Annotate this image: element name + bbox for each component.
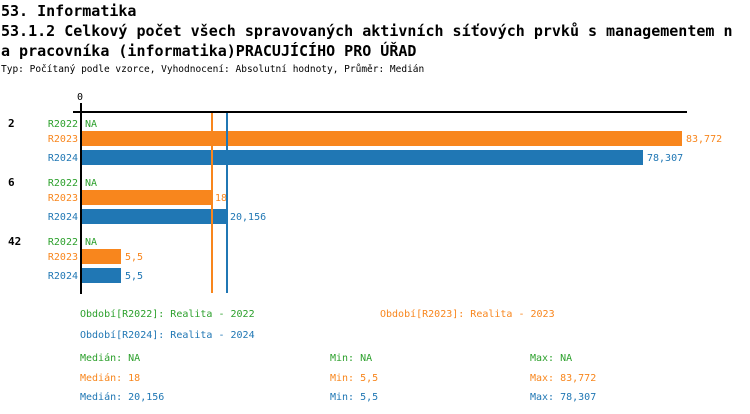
series-label: R2024 (47, 271, 78, 282)
bar (82, 131, 682, 146)
stat-median-r2024: Medián: 20,156 (80, 392, 165, 403)
bar-value-label: NA (85, 119, 98, 130)
group-label: 6 (8, 176, 15, 189)
legend-item-r2023: Období[R2023]: Realita - 2023 (380, 309, 555, 320)
reference-line-r2023-median (211, 113, 213, 293)
stat-min-r2023: Min: 5,5 (330, 373, 379, 384)
bar (82, 209, 226, 224)
bar-value-label: 78,307 (647, 153, 684, 164)
bar-value-label: NA (85, 237, 98, 248)
x-axis-zero-tick-label: 0 (76, 92, 84, 103)
series-label: R2022 (47, 119, 78, 130)
series-label: R2024 (47, 212, 78, 223)
x-axis-line (73, 111, 687, 113)
section-title: 53. Informatika (1, 2, 137, 20)
bar (82, 150, 643, 165)
stat-min-r2022: Min: NA (330, 353, 373, 364)
series-label: R2023 (47, 193, 78, 204)
indicator-title-line-2: a pracovníka (informatika)PRACUJÍCÍHO PR… (1, 42, 417, 60)
bar (82, 190, 211, 205)
series-label: R2022 (47, 178, 78, 189)
series-label: R2023 (47, 252, 78, 263)
group-label: 2 (8, 117, 15, 130)
chart-subtitle: Typ: Počítaný podle vzorce, Vyhodnocení:… (1, 64, 425, 75)
bar-value-label: 83,772 (686, 134, 723, 145)
stat-max-r2024: Max: 78,307 (530, 392, 597, 403)
stat-max-r2022: Max: NA (530, 353, 573, 364)
stat-min-r2024: Min: 5,5 (330, 392, 379, 403)
bar (82, 268, 121, 283)
legend-item-r2024: Období[R2024]: Realita - 2024 (80, 330, 255, 341)
bar-value-label: 5,5 (125, 271, 144, 282)
series-label: R2024 (47, 153, 78, 164)
group-label: 42 (8, 235, 22, 248)
bar-value-label: NA (85, 178, 98, 189)
bar-value-label: 5,5 (125, 252, 144, 263)
stat-max-r2023: Max: 83,772 (530, 373, 597, 384)
indicator-title-line-1: 53.1.2 Celkový počet všech spravovaných … (1, 22, 733, 40)
stat-median-r2022: Medián: NA (80, 353, 141, 364)
series-label: R2022 (47, 237, 78, 248)
series-label: R2023 (47, 134, 78, 145)
legend-item-r2022: Období[R2022]: Realita - 2022 (80, 309, 255, 320)
y-axis-line (80, 103, 82, 294)
stat-median-r2023: Medián: 18 (80, 373, 141, 384)
bar-value-label: 18 (215, 193, 228, 204)
bar (82, 249, 121, 264)
bar-value-label: 20,156 (230, 212, 267, 223)
reference-line-r2024-median (226, 113, 228, 293)
